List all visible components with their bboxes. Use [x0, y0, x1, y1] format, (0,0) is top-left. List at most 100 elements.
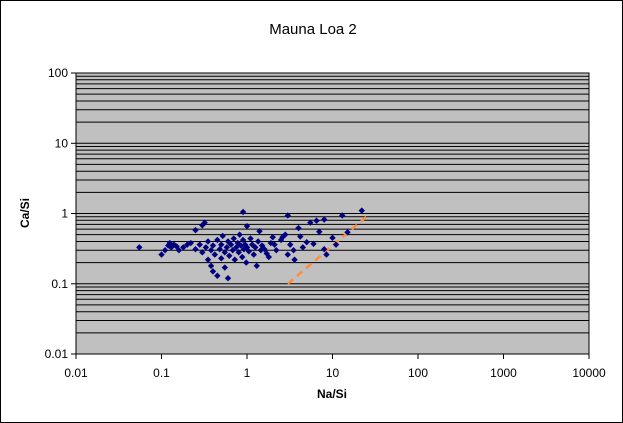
data-point	[192, 246, 199, 253]
data-point	[297, 233, 304, 240]
data-points	[136, 207, 365, 282]
data-point	[239, 208, 247, 216]
data-point	[254, 238, 262, 245]
chart-title: Mauna Loa 2	[269, 21, 357, 38]
data-point	[192, 226, 199, 234]
data-point	[321, 246, 328, 253]
data-point	[236, 231, 243, 238]
y-tick-label: 1	[61, 207, 68, 221]
data-point	[216, 246, 223, 253]
data-point	[299, 244, 307, 251]
y-axis-ticks: 0.01 0.1 1 10 100	[45, 66, 76, 361]
data-point	[344, 229, 351, 236]
x-tick-label: 1	[244, 366, 251, 380]
data-point	[226, 252, 233, 259]
data-point	[229, 247, 236, 254]
data-point	[175, 247, 183, 254]
data-point	[239, 253, 246, 261]
data-point	[221, 264, 229, 271]
data-point	[291, 256, 298, 263]
data-point	[240, 246, 248, 253]
data-point	[271, 241, 278, 248]
data-point	[250, 251, 257, 258]
data-point	[214, 272, 221, 279]
data-point	[209, 242, 217, 249]
data-point	[295, 224, 302, 232]
data-point	[227, 241, 235, 248]
plot-area	[75, 72, 590, 355]
data-point	[199, 249, 206, 256]
data-point	[202, 244, 210, 251]
data-point	[224, 274, 232, 282]
data-point	[256, 227, 263, 235]
data-point	[277, 236, 285, 244]
trend-line	[286, 215, 368, 285]
data-point	[204, 238, 212, 245]
y-tick-label: 0.01	[45, 347, 69, 361]
x-tick-label: 0.1	[153, 366, 170, 380]
y-tick-label: 0.1	[51, 277, 68, 291]
data-point	[245, 248, 253, 255]
data-point	[223, 244, 230, 251]
data-point	[235, 249, 242, 256]
data-point	[207, 247, 215, 254]
data-point	[136, 244, 143, 251]
data-point	[339, 212, 346, 219]
y-tick-label: 10	[55, 136, 69, 150]
trend-line-segment	[286, 215, 368, 285]
x-tick-label: 100	[408, 366, 428, 380]
data-point	[158, 251, 165, 258]
data-point	[230, 235, 237, 242]
y-axis-label: Ca/Si	[18, 198, 32, 228]
data-point	[261, 246, 268, 253]
x-tick-label: 10000	[572, 366, 606, 380]
data-point	[168, 244, 175, 251]
data-point	[204, 256, 212, 263]
data-point	[321, 216, 328, 223]
data-point	[231, 256, 239, 263]
data-point	[269, 233, 276, 241]
data-point	[284, 212, 291, 219]
data-point	[239, 236, 247, 244]
data-point	[253, 262, 260, 270]
data-point	[286, 241, 294, 248]
data-point	[184, 241, 191, 248]
data-point	[290, 247, 297, 254]
data-point	[310, 240, 317, 248]
data-point	[282, 231, 289, 238]
data-point	[196, 241, 203, 248]
data-point	[180, 244, 187, 251]
data-point	[252, 244, 259, 251]
data-point	[243, 259, 250, 266]
data-point	[303, 239, 310, 246]
data-point	[265, 253, 273, 261]
data-point	[201, 219, 208, 226]
data-point	[237, 242, 245, 249]
x-axis-ticks: 0.01 0.1 1 10 100 1000 10000	[64, 354, 606, 380]
x-tick-label: 0.01	[64, 366, 88, 380]
data-point	[316, 228, 323, 235]
data-point	[313, 217, 320, 224]
data-point	[273, 247, 280, 254]
gridlines	[76, 75, 589, 334]
data-point	[218, 255, 225, 262]
data-point	[323, 251, 330, 258]
data-point	[209, 268, 217, 275]
data-point	[247, 235, 254, 242]
y-tick-label: 100	[48, 66, 68, 80]
x-axis-label: Na/Si	[317, 387, 347, 401]
data-point	[332, 241, 340, 248]
data-point	[358, 207, 365, 214]
data-point	[207, 262, 215, 270]
data-point	[218, 241, 225, 248]
data-point	[211, 251, 218, 258]
data-point	[243, 222, 251, 230]
x-tick-label: 10	[326, 366, 340, 380]
x-tick-label: 1000	[490, 366, 517, 380]
data-point	[307, 219, 314, 226]
data-point	[214, 236, 221, 244]
data-point	[284, 251, 291, 258]
data-point	[219, 232, 226, 240]
